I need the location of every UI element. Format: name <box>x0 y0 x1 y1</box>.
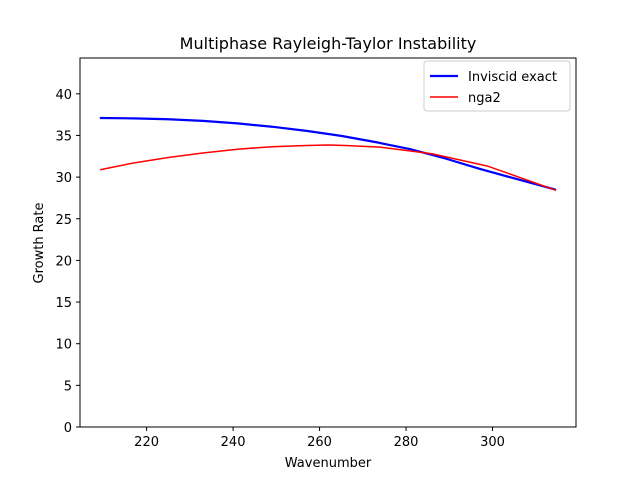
x-tick-label: 240 <box>221 435 246 450</box>
y-tick-label: 20 <box>55 254 72 269</box>
x-tick-label: 260 <box>307 435 332 450</box>
y-tick-label: 35 <box>55 129 72 144</box>
legend-label-nga2: nga2 <box>468 91 501 106</box>
x-tick-label: 220 <box>134 435 159 450</box>
y-tick-label: 25 <box>55 213 72 228</box>
series-line-nga2 <box>100 144 556 191</box>
axes-frame <box>79 57 577 428</box>
y-tick-label: 10 <box>55 338 72 353</box>
y-tick-label: 0 <box>64 421 72 436</box>
y-tick-label: 30 <box>55 171 72 186</box>
x-axis-ticks: 220 240 260 280 300 <box>134 427 505 450</box>
y-axis-label: Growth Rate <box>32 203 47 284</box>
y-tick-label: 5 <box>64 379 72 394</box>
chart-title: Multiphase Rayleigh-Taylor Instability <box>180 34 477 53</box>
plot-lines <box>99 116 557 191</box>
legend-box <box>423 60 571 112</box>
legend: Inviscid exact nga2 <box>423 60 571 112</box>
x-tick-label: 300 <box>480 435 505 450</box>
y-axis-ticks: 0 5 10 15 20 25 30 35 40 <box>55 88 80 436</box>
y-tick-label: 15 <box>55 296 72 311</box>
series-line-inviscid-exact <box>99 116 557 191</box>
x-axis-label: Wavenumber <box>285 456 372 471</box>
x-tick-label: 280 <box>394 435 419 450</box>
y-tick-label: 40 <box>55 88 72 103</box>
legend-label-inviscid-exact: Inviscid exact <box>468 70 557 85</box>
